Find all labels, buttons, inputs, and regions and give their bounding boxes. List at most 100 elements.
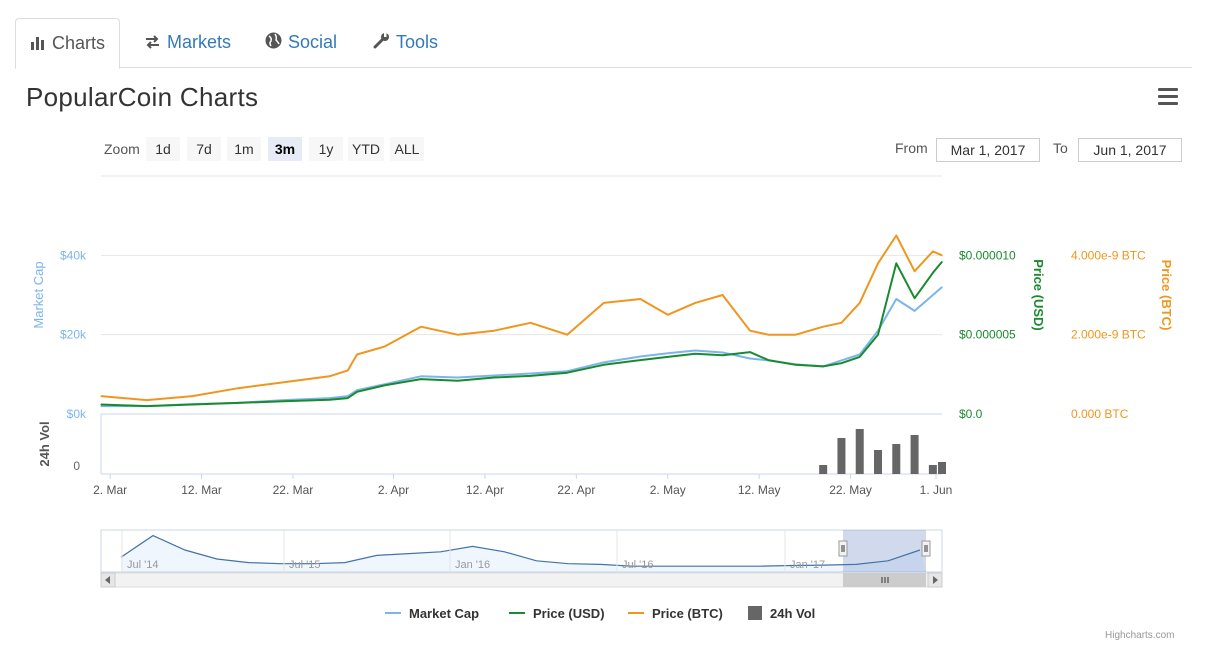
scrollbar-track: [100, 572, 943, 588]
navigator-tick-label: Jul '15: [289, 559, 320, 571]
price-usd-line-point: [722, 354, 724, 356]
legend-price-btc[interactable]: Price (BTC): [628, 606, 723, 621]
scrollbar-left-button: [100, 572, 116, 588]
tab-markets[interactable]: Markets: [130, 18, 245, 66]
price-usd-line-point: [877, 334, 879, 336]
market-cap-line-point: [530, 372, 532, 375]
y-tick-market-cap: $0k: [67, 407, 87, 421]
price-usd-line-point: [146, 405, 148, 407]
y-axis-title-volume: 24h Vol: [37, 421, 52, 466]
price-btc-line-point: [237, 387, 239, 389]
scroll-left-arrow-icon: [105, 576, 110, 584]
scroll-right-arrow-icon: [933, 576, 938, 584]
price-btc-line-point: [767, 334, 769, 336]
exchange-arrows-icon: [144, 19, 161, 67]
y-tick-price-btc: 0.000 BTC: [1071, 407, 1129, 421]
price-btc-line-point: [877, 262, 879, 264]
market-cap-line-point: [283, 399, 285, 401]
x-tick-label: 2. Mar: [93, 483, 127, 497]
legend-market-cap[interactable]: Market Cap: [385, 606, 479, 621]
chart-grid: [100, 175, 942, 475]
x-tick-label: 12. Mar: [181, 483, 222, 497]
legend-24h-vol[interactable]: 24h Vol: [748, 606, 815, 621]
zoom-button-1y[interactable]: 1y: [309, 137, 343, 161]
y-tick-price-usd: $0.000005: [959, 328, 1016, 342]
market-cap-line-point: [694, 349, 696, 352]
market-cap-line-point: [877, 330, 879, 332]
price-usd-line-point: [840, 362, 843, 364]
y-axis-title-price-btc: Price (BTC): [1159, 260, 1174, 331]
navigator-handle: [921, 540, 931, 557]
price-usd-line-point: [530, 375, 532, 377]
bar-chart-icon: [30, 20, 46, 68]
tab-bar: Charts Markets Social Tools: [15, 18, 1192, 69]
price-usd-line-point: [283, 400, 285, 402]
y-tick-price-btc: 4.000e-9 BTC: [1071, 248, 1146, 262]
volume-bar: [874, 450, 883, 474]
zoom-button-all[interactable]: ALL: [390, 137, 424, 161]
price-usd-line-point: [237, 402, 239, 404]
price-usd-line-point: [356, 391, 358, 393]
price-usd-line-point: [895, 262, 897, 264]
navigator-series: [120, 534, 921, 567]
tab-social[interactable]: Social: [251, 18, 351, 66]
tab-charts[interactable]: Charts: [15, 18, 121, 69]
price-usd-line-point: [749, 351, 751, 353]
navigator-frame: [100, 529, 943, 573]
zoom-button-1d[interactable]: 1d: [146, 137, 180, 161]
price-btc-line-point: [840, 322, 843, 324]
tab-social-label: Social: [288, 32, 338, 52]
scrollbar-thumb: [843, 573, 926, 587]
price-usd-line-point: [328, 399, 331, 401]
to-date-input[interactable]: Jun 1, 2017: [1078, 138, 1182, 162]
market-cap-line-point: [840, 359, 843, 361]
price-btc-line-point: [456, 334, 459, 336]
market-cap-line-point: [639, 355, 641, 358]
zoom-button-7d[interactable]: 7d: [187, 137, 221, 161]
market-cap-line-point: [566, 370, 568, 372]
from-date-input[interactable]: Mar 1, 2017: [936, 138, 1040, 162]
x-tick-label: 1. Jun: [920, 483, 953, 497]
zoom-button-1m[interactable]: 1m: [227, 137, 261, 161]
tab-tools[interactable]: Tools: [359, 18, 452, 66]
price-btc-line-point: [356, 353, 358, 356]
market-cap-line-point: [822, 365, 824, 367]
volume-bar: [855, 429, 864, 474]
navigator-tick-label: Jul '14: [127, 559, 158, 571]
price-btc-line-point: [146, 399, 148, 401]
market-cap-line-point: [100, 405, 102, 407]
globe-icon: [265, 19, 282, 67]
volume-bar: [892, 444, 901, 474]
y-axis-title-market-cap: Market Cap: [31, 261, 46, 328]
price-btc-line-point: [895, 234, 897, 237]
price-usd-line-point: [941, 261, 943, 263]
market-cap-line-point: [722, 351, 724, 354]
market-cap-line-point: [667, 352, 669, 354]
market-cap-line: [101, 286, 943, 408]
price-usd-line-point: [767, 359, 769, 361]
y-tick-volume: 0: [73, 459, 80, 473]
price-usd-line-point: [859, 356, 861, 358]
hamburger-menu-icon[interactable]: [1158, 88, 1178, 106]
price-btc-line-point: [859, 302, 861, 304]
zoom-button-3m[interactable]: 3m: [268, 137, 302, 161]
navigator-tick-label: Jan '17: [790, 559, 825, 571]
volume-bars: [819, 429, 946, 474]
navigator-selection: [843, 530, 926, 572]
price-btc-line-point: [283, 381, 285, 383]
legend-24h-vol-symbol: [748, 606, 762, 620]
volume-bar: [819, 465, 828, 474]
y-tick-price-btc: 2.000e-9 BTC: [1071, 328, 1146, 342]
y-tick-market-cap: $40k: [60, 248, 87, 262]
price-usd-line-point: [456, 380, 459, 382]
market-cap-line-point: [914, 310, 916, 312]
price-btc-line-point: [420, 326, 422, 328]
highcharts-credits[interactable]: Highcharts.com: [1105, 630, 1175, 641]
price-btc-line-point: [328, 375, 331, 377]
price-usd-line: [100, 261, 943, 408]
to-label: To: [1053, 140, 1068, 156]
zoom-button-ytd[interactable]: YTD: [348, 137, 384, 161]
legend[interactable]: Market Cap Price (USD) Price (BTC) 24h Vol: [385, 606, 815, 621]
navigator[interactable]: Jul '14 Jul '15 Jan '16 Jul '16 Jan '17: [100, 529, 943, 588]
legend-price-usd[interactable]: Price (USD): [509, 606, 605, 621]
